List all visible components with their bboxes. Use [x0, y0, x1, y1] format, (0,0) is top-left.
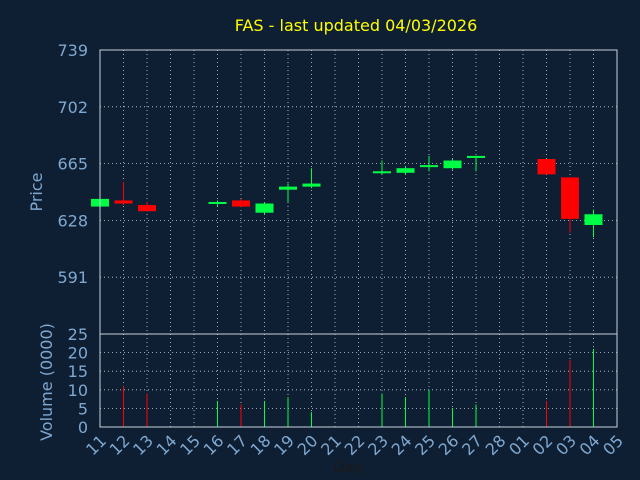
- chart-title: FAS - last updated 04/03/2026: [235, 16, 478, 35]
- candle-body: [373, 171, 391, 174]
- volume-tick-label: 0: [78, 418, 88, 437]
- candle-body: [396, 168, 415, 173]
- candle-body: [420, 165, 438, 168]
- candle-body: [584, 214, 603, 226]
- candle-body: [232, 200, 250, 207]
- price-tick-label: 702: [57, 98, 88, 117]
- volume-tick-label: 20: [68, 344, 88, 363]
- candle-body: [302, 183, 321, 187]
- price-axis-label: Price: [27, 172, 46, 211]
- candle-body: [443, 160, 462, 169]
- volume-tick-label: 10: [68, 381, 88, 400]
- price-tick-label: 665: [57, 155, 88, 174]
- candle-body: [561, 177, 579, 219]
- volume-tick-label: 25: [68, 325, 88, 344]
- candle-body: [255, 203, 274, 213]
- volume-tick-label: 5: [78, 399, 88, 418]
- axis-frames: [99, 49, 618, 428]
- candle-body: [279, 186, 297, 190]
- candle-body: [138, 205, 156, 212]
- price-tick-label: 739: [57, 41, 88, 60]
- volume-panel-frame: [99, 333, 618, 428]
- candle-body: [208, 201, 227, 204]
- price-candles: [91, 155, 603, 238]
- price-tick-label: 628: [57, 211, 88, 230]
- candle-body: [114, 200, 133, 204]
- candle-body: [537, 158, 556, 175]
- x-axis-label: Day: [333, 458, 363, 476]
- price-tick-label: 591: [57, 268, 88, 287]
- volume-axis-label: Volume (0000): [37, 323, 56, 441]
- candle-body: [467, 155, 485, 158]
- volume-tick-label: 15: [68, 362, 88, 381]
